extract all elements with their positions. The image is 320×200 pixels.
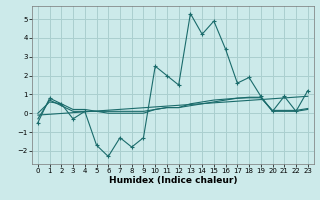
X-axis label: Humidex (Indice chaleur): Humidex (Indice chaleur) <box>108 176 237 185</box>
